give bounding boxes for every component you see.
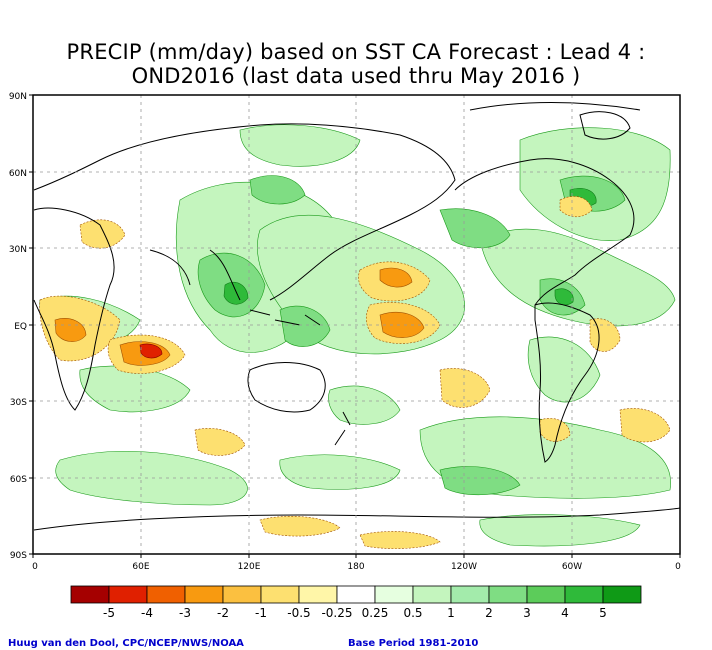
legend-swatch bbox=[450, 585, 490, 604]
lat-label: 30N bbox=[9, 245, 27, 255]
legend-swatch bbox=[564, 585, 604, 604]
legend-swatch bbox=[602, 585, 642, 604]
legend-label: 4 bbox=[561, 606, 569, 620]
legend-swatch bbox=[298, 585, 338, 604]
legend-label: -3 bbox=[179, 606, 191, 620]
lat-label: 60N bbox=[9, 169, 27, 179]
legend-swatch bbox=[222, 585, 262, 604]
base-period-text: Base Period 1981-2010 bbox=[348, 638, 479, 649]
legend-swatch bbox=[184, 585, 224, 604]
lon-label: 60W bbox=[562, 562, 582, 572]
legend-label: -2 bbox=[217, 606, 229, 620]
lon-label: 60E bbox=[132, 562, 149, 572]
legend-label: 3 bbox=[523, 606, 531, 620]
legend-swatch bbox=[70, 585, 110, 604]
legend-swatch bbox=[108, 585, 148, 604]
legend-labels: -5 -4 -3 -2 -1 -0.5 -0.25 0.25 0.5 1 2 3 4 5 bbox=[103, 606, 607, 620]
lat-label: 90N bbox=[9, 92, 27, 102]
legend-label: -4 bbox=[141, 606, 153, 620]
lat-label: 60S bbox=[10, 475, 27, 485]
legend-label: -5 bbox=[103, 606, 115, 620]
map-title-line1: PRECIP (mm/day) based on SST CA Forecast… bbox=[66, 40, 646, 64]
legend-label: 0.5 bbox=[403, 606, 422, 620]
graticule bbox=[33, 95, 680, 554]
legend-label: -0.5 bbox=[287, 606, 310, 620]
legend-label: 2 bbox=[485, 606, 493, 620]
legend-colorbar bbox=[70, 585, 642, 604]
lon-label: 120E bbox=[238, 562, 261, 572]
legend-label: -1 bbox=[255, 606, 267, 620]
lon-label: 0 bbox=[32, 562, 38, 572]
legend-label: 0.25 bbox=[362, 606, 389, 620]
lon-label: 180 bbox=[347, 562, 364, 572]
lat-label: 90S bbox=[10, 551, 27, 561]
credit-text: Huug van den Dool, CPC/NCEP/NWS/NOAA bbox=[8, 638, 244, 649]
legend-swatch bbox=[146, 585, 186, 604]
lon-label: 0 bbox=[675, 562, 681, 572]
legend-swatch bbox=[488, 585, 528, 604]
axis-ticks bbox=[29, 94, 681, 558]
legend-swatch bbox=[412, 585, 452, 604]
lat-label: 30S bbox=[10, 398, 27, 408]
positive-anomaly-strong bbox=[197, 175, 626, 496]
legend-swatch bbox=[336, 585, 376, 604]
legend-swatch bbox=[526, 585, 566, 604]
positive-anomaly-strongest bbox=[223, 188, 597, 306]
legend-label: 1 bbox=[447, 606, 455, 620]
map-title-line2: OND2016 (last data used thru May 2016 ) bbox=[131, 64, 581, 88]
lat-label: EQ bbox=[14, 322, 27, 332]
legend-swatch bbox=[260, 585, 300, 604]
lon-label: 120W bbox=[451, 562, 477, 572]
coastlines bbox=[33, 102, 681, 531]
lat-labels: 90N 60N 30N EQ 30S 60S 90S bbox=[9, 92, 27, 561]
legend-label: -0.25 bbox=[321, 606, 352, 620]
legend-label: 5 bbox=[599, 606, 607, 620]
lon-labels: 0 60E 120E 180 120W 60W 0 bbox=[32, 562, 681, 572]
negative-anomaly-strongest bbox=[139, 343, 163, 359]
legend-swatch bbox=[374, 585, 414, 604]
